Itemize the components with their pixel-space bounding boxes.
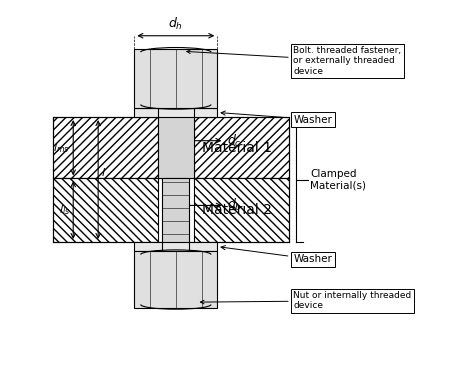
Text: $d_c$: $d_c$ [227, 132, 241, 149]
Bar [54, 117, 158, 178]
Bar [135, 251, 217, 308]
Bar [54, 178, 158, 242]
Bar [162, 178, 190, 251]
Text: $d_b$: $d_b$ [227, 197, 242, 213]
Text: Nut or internally threaded
device: Nut or internally threaded device [201, 291, 412, 311]
Text: $l$: $l$ [101, 166, 106, 178]
Bar [135, 49, 217, 108]
Bar [135, 242, 217, 251]
Text: Bolt. threaded fastener,
or externally threaded
device: Bolt. threaded fastener, or externally t… [187, 46, 401, 75]
Text: Material 2: Material 2 [202, 203, 272, 217]
Bar [158, 108, 194, 178]
Text: $l_{ms}$: $l_{ms}$ [54, 141, 70, 155]
Bar [194, 178, 289, 242]
Text: Clamped
Material(s): Clamped Material(s) [310, 169, 366, 190]
Text: Material 1: Material 1 [202, 141, 272, 155]
Bar [135, 108, 217, 117]
Text: Washer: Washer [221, 245, 332, 264]
Text: Washer: Washer [221, 111, 332, 124]
Text: $d_h$: $d_h$ [168, 16, 183, 32]
Text: $l_{ls}$: $l_{ls}$ [59, 203, 70, 217]
Bar [194, 117, 289, 178]
